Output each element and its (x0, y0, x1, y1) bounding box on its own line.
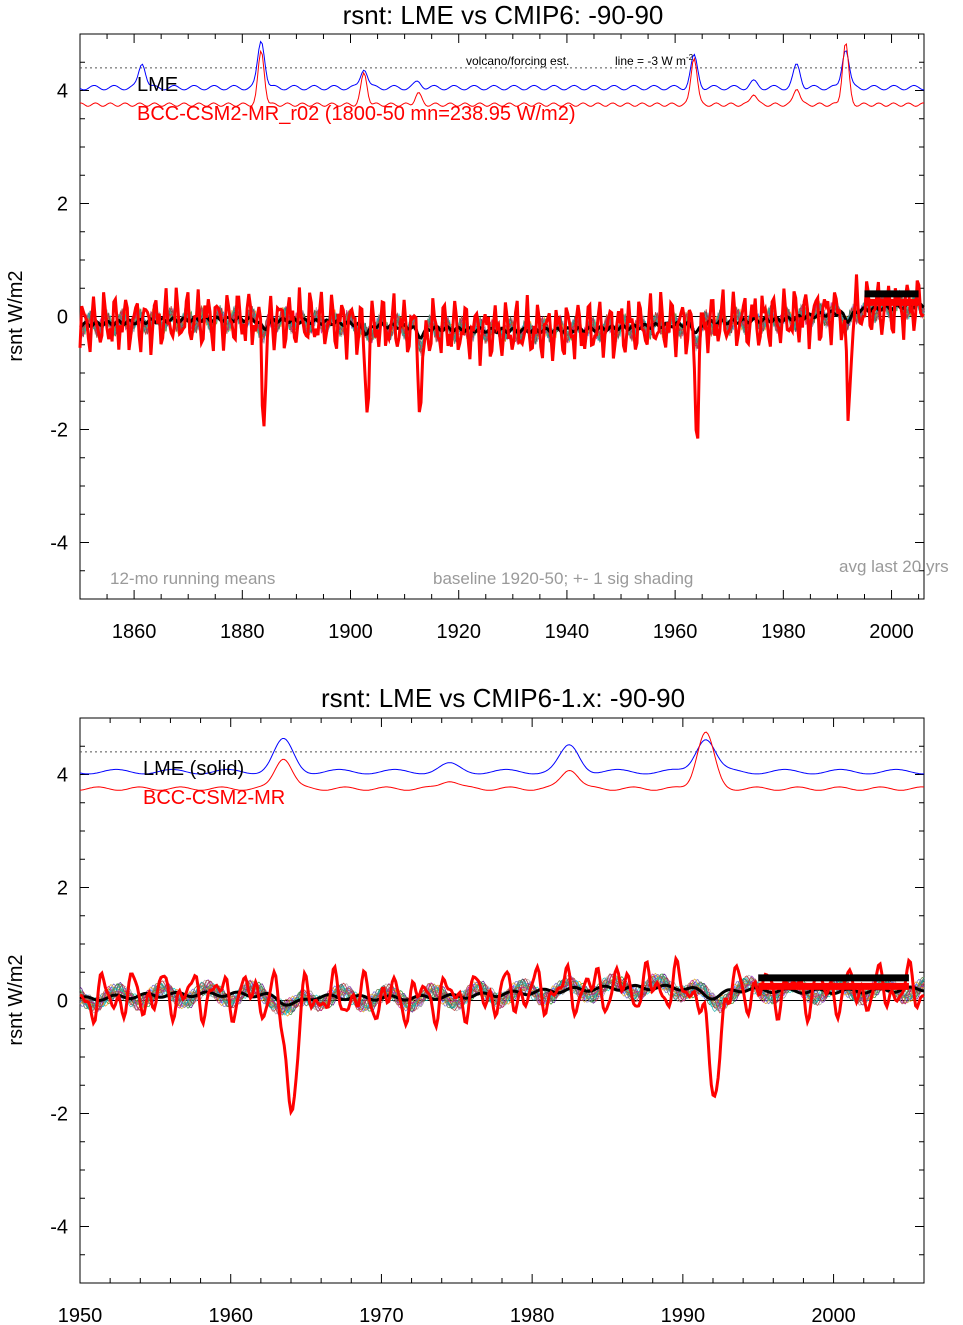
top-plot-area: -4 -2 0 2 4 1860 1880 1900 1920 1940 1960 1980 2000 (50, 33, 925, 643)
bottom-y-tick-label: 4 (57, 765, 68, 787)
top-running-mean-note: 12-mo running means (110, 569, 275, 588)
bottom-x-tick-label: 2000 (811, 1305, 856, 1325)
top-x-tick-label: 1980 (761, 621, 806, 643)
bottom-forcing-model-line (79, 731, 925, 791)
bottom-x-tick-label: 1980 (510, 1305, 555, 1325)
bottom-y-tick-label: 2 (57, 878, 68, 900)
top-x-tick-label: 1920 (436, 621, 481, 643)
top-legend-lme: LME (137, 74, 178, 96)
top-x-tick-label: 2000 (869, 621, 914, 643)
bottom-forcing-lme-line (79, 738, 924, 775)
bottom-y-tick-label: 0 (57, 991, 68, 1013)
top-x-tick-label: 1880 (220, 621, 265, 643)
top-x-tick-label: 1940 (545, 621, 590, 643)
top-x-tick-label: 1860 (112, 621, 157, 643)
top-y-tick-label: 2 (57, 194, 68, 216)
bottom-panel: rsnt: LME vs CMIP6-1.x: -90-90 rsnt W/m2… (5, 683, 925, 1325)
bottom-y-tick-label: -2 (50, 1104, 68, 1126)
top-x-tick-label: 1960 (653, 621, 698, 643)
top-avg-note: avg last 20 yrs (839, 557, 949, 576)
top-y-tick-label: 4 (57, 81, 68, 103)
top-forcing-model-line (79, 42, 924, 107)
bottom-chart-title: rsnt: LME vs CMIP6-1.x: -90-90 (321, 683, 685, 713)
top-line-note: line = -3 W m-2 (615, 53, 694, 68)
bottom-plot-area: -4 -2 0 2 4 1950 1960 1970 1980 1990 2000 (50, 717, 925, 1325)
top-forcing-lme-line (79, 40, 925, 91)
top-y-axis-label: rsnt W/m2 (5, 270, 27, 361)
top-model-line (78, 274, 925, 439)
bottom-y-axis-label: rsnt W/m2 (5, 954, 27, 1045)
top-legend-model: BCC-CSM2-MR_r02 (1800-50 mn=238.95 W/m2) (137, 103, 576, 125)
top-chart-title: rsnt: LME vs CMIP6: -90-90 (343, 0, 664, 30)
bottom-x-tick-label: 1970 (359, 1305, 404, 1325)
top-y-tick-label: -2 (50, 420, 68, 442)
top-y-tick-label: -4 (50, 533, 68, 555)
bottom-x-tick-label: 1950 (58, 1305, 103, 1325)
top-baseline-note: baseline 1920-50; +- 1 sig shading (433, 569, 693, 588)
bottom-y-tick-label: -4 (50, 1217, 68, 1239)
bottom-legend-lme: LME (solid) (143, 758, 244, 780)
top-line-note-sup: -2 (686, 53, 694, 62)
top-panel: rsnt: LME vs CMIP6: -90-90 rsnt W/m2 -4-… (5, 0, 949, 643)
bottom-legend-model: BCC-CSM2-MR (143, 787, 285, 809)
bottom-x-tick-label: 1990 (661, 1305, 706, 1325)
top-y-tick-label: 0 (57, 307, 68, 329)
top-line-note-text: line = -3 W m (615, 54, 686, 68)
bottom-x-tick-label: 1960 (208, 1305, 253, 1325)
top-volcano-note: volcano/forcing est. (466, 54, 569, 68)
top-x-tick-label: 1900 (328, 621, 373, 643)
